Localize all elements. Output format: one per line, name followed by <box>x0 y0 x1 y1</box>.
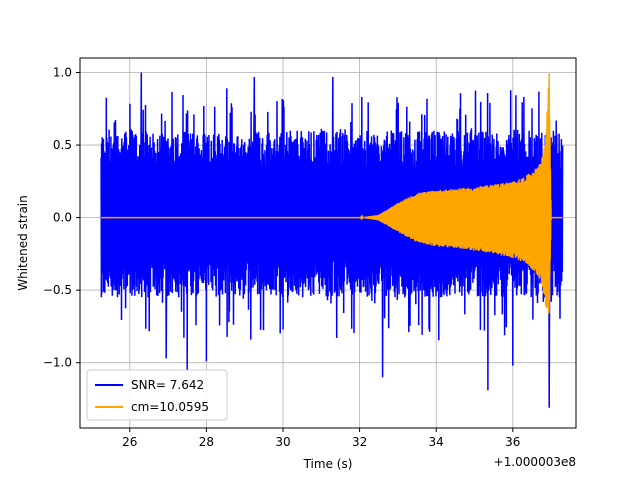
y-tick-label: 0.0 <box>53 211 72 225</box>
x-tick-label: 34 <box>429 435 444 449</box>
x-tick-label: 32 <box>352 435 367 449</box>
cm-chirp-line <box>101 73 563 314</box>
legend-label-cm: cm=10.0595 <box>131 400 209 414</box>
x-axis-offset-label: +1.000003e8 <box>494 455 576 469</box>
plot-data <box>100 72 564 408</box>
legend: SNR= 7.642 cm=10.0595 <box>86 369 228 421</box>
y-tick-label: 0.5 <box>53 138 72 152</box>
x-tick-label: 30 <box>275 435 290 449</box>
x-tick-label: 36 <box>505 435 520 449</box>
y-tick-label: −1.0 <box>43 356 72 370</box>
x-tick-label: 26 <box>122 435 137 449</box>
y-tick-label: 1.0 <box>53 66 72 80</box>
x-axis-label: Time (s) <box>303 457 353 471</box>
x-tick-label: 28 <box>199 435 214 449</box>
series-cm-chirp <box>101 73 563 314</box>
y-tick-label: −0.5 <box>43 283 72 297</box>
axes-frame <box>79 57 577 429</box>
y-axis-label: Whitened strain <box>16 195 30 291</box>
axis-ticks: 26 28 30 32 34 36 −1.0 −0.5 0.0 0.5 1.0 <box>43 66 521 449</box>
legend-label-snr: SNR= 7.642 <box>131 378 204 392</box>
